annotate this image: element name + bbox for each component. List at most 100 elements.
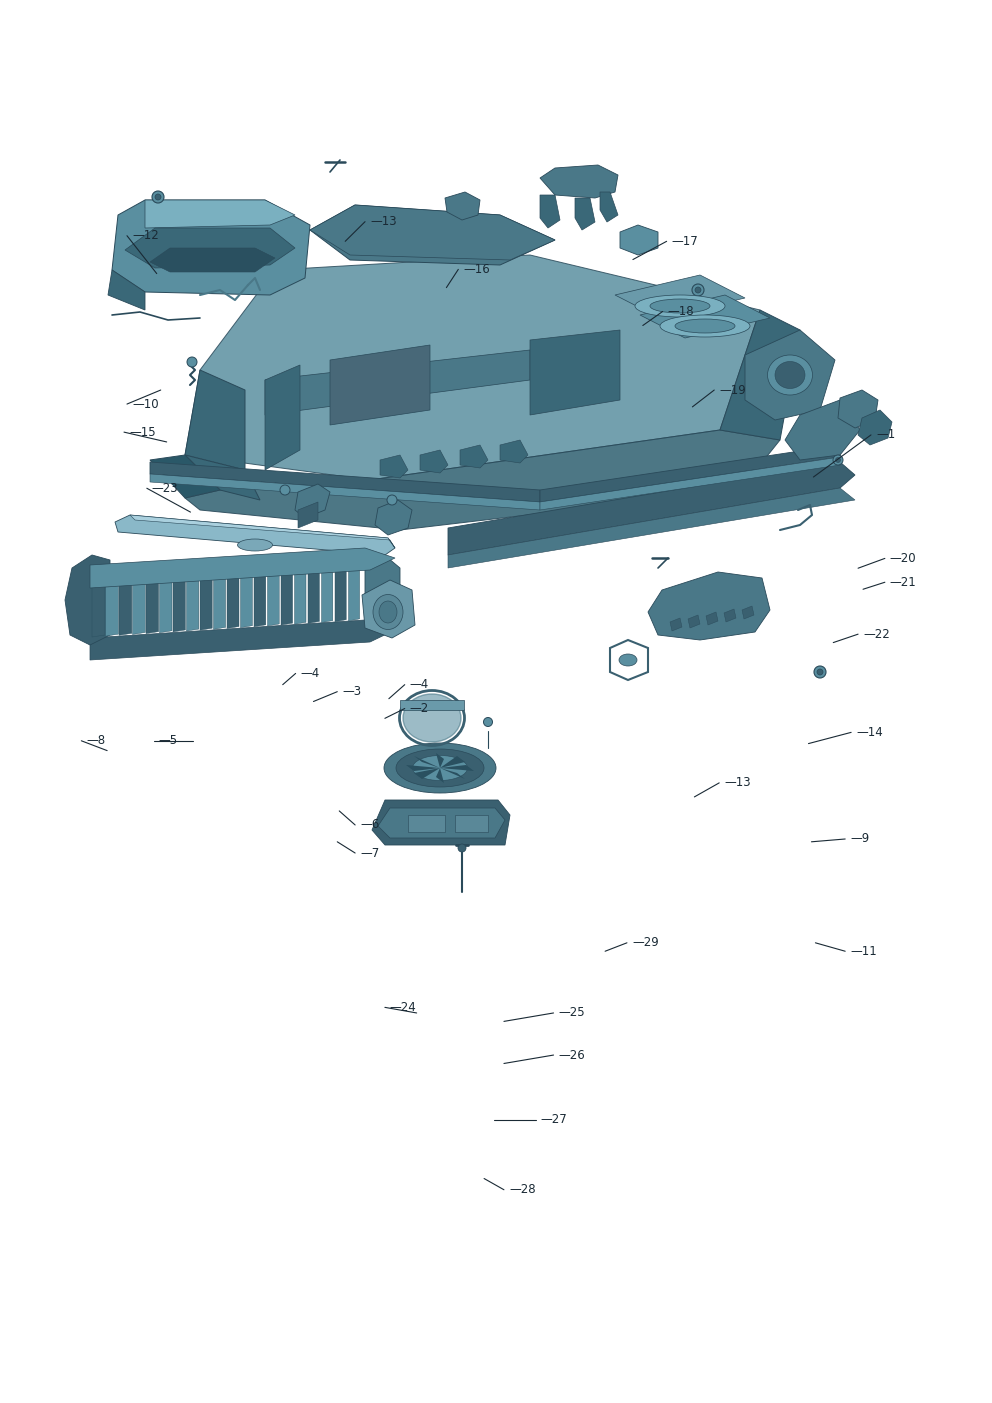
- Polygon shape: [375, 499, 412, 535]
- Ellipse shape: [660, 316, 750, 337]
- Ellipse shape: [373, 595, 403, 630]
- Text: —15: —15: [129, 425, 156, 439]
- Polygon shape: [530, 330, 620, 415]
- Polygon shape: [281, 557, 293, 626]
- Polygon shape: [227, 558, 239, 629]
- Polygon shape: [706, 612, 718, 624]
- Polygon shape: [414, 767, 440, 779]
- Text: —2: —2: [410, 702, 429, 716]
- Polygon shape: [420, 450, 448, 473]
- Polygon shape: [365, 558, 400, 629]
- Polygon shape: [173, 561, 186, 631]
- Polygon shape: [414, 756, 440, 767]
- Ellipse shape: [650, 299, 710, 313]
- Polygon shape: [372, 800, 510, 845]
- Ellipse shape: [675, 318, 735, 333]
- Polygon shape: [440, 756, 465, 767]
- Polygon shape: [440, 765, 474, 772]
- Text: —28: —28: [509, 1183, 536, 1197]
- Text: —25: —25: [558, 1006, 585, 1020]
- Text: —21: —21: [890, 575, 917, 589]
- Polygon shape: [150, 455, 220, 498]
- Ellipse shape: [619, 654, 637, 666]
- Polygon shape: [448, 488, 855, 568]
- Ellipse shape: [835, 457, 840, 463]
- Polygon shape: [90, 620, 395, 659]
- Polygon shape: [436, 753, 444, 767]
- Polygon shape: [150, 474, 540, 511]
- Text: —23: —23: [152, 481, 179, 495]
- Polygon shape: [408, 815, 445, 832]
- Polygon shape: [575, 198, 595, 230]
- Ellipse shape: [817, 669, 823, 675]
- Polygon shape: [185, 455, 260, 499]
- Text: —4: —4: [301, 666, 319, 680]
- Polygon shape: [330, 345, 430, 425]
- Text: —13: —13: [724, 776, 751, 790]
- Polygon shape: [362, 579, 415, 638]
- Polygon shape: [455, 815, 488, 832]
- Polygon shape: [500, 441, 528, 463]
- Text: —19: —19: [719, 383, 746, 397]
- Ellipse shape: [187, 356, 197, 368]
- Polygon shape: [133, 563, 145, 634]
- Text: —24: —24: [390, 1000, 417, 1014]
- Text: —4: —4: [410, 678, 429, 692]
- Polygon shape: [858, 410, 892, 445]
- Polygon shape: [540, 195, 560, 229]
- Text: —18: —18: [668, 304, 694, 318]
- Ellipse shape: [635, 295, 725, 317]
- Polygon shape: [130, 515, 395, 549]
- Polygon shape: [146, 563, 159, 634]
- Polygon shape: [440, 767, 465, 779]
- Polygon shape: [310, 205, 555, 260]
- Polygon shape: [378, 808, 505, 838]
- Polygon shape: [620, 224, 658, 255]
- Polygon shape: [348, 554, 360, 622]
- Ellipse shape: [768, 355, 812, 396]
- Polygon shape: [742, 606, 754, 619]
- Ellipse shape: [280, 485, 290, 495]
- Polygon shape: [200, 560, 212, 630]
- Polygon shape: [436, 767, 444, 783]
- Polygon shape: [185, 255, 760, 480]
- Polygon shape: [724, 609, 736, 622]
- Text: —10: —10: [132, 397, 159, 411]
- Polygon shape: [380, 455, 408, 478]
- Ellipse shape: [775, 362, 805, 389]
- Polygon shape: [254, 558, 266, 627]
- Text: —13: —13: [370, 215, 397, 229]
- Text: —5: —5: [159, 734, 178, 748]
- Text: —29: —29: [632, 936, 659, 950]
- Ellipse shape: [237, 539, 273, 551]
- Text: —22: —22: [863, 627, 890, 641]
- Text: —16: —16: [463, 262, 490, 276]
- Ellipse shape: [814, 666, 826, 678]
- Polygon shape: [115, 515, 395, 556]
- Ellipse shape: [379, 600, 397, 623]
- Polygon shape: [445, 192, 480, 220]
- Polygon shape: [400, 700, 464, 710]
- Text: —8: —8: [86, 734, 105, 748]
- Polygon shape: [785, 400, 860, 460]
- Text: —9: —9: [850, 832, 869, 846]
- Text: —14: —14: [856, 725, 883, 739]
- Polygon shape: [108, 269, 145, 310]
- Text: —12: —12: [132, 229, 159, 243]
- Polygon shape: [308, 556, 319, 623]
- Polygon shape: [119, 564, 132, 636]
- Polygon shape: [150, 248, 275, 272]
- Polygon shape: [125, 229, 295, 268]
- Polygon shape: [321, 554, 332, 623]
- Polygon shape: [265, 365, 300, 470]
- Polygon shape: [745, 330, 835, 419]
- Text: —1: —1: [876, 428, 895, 442]
- Text: —27: —27: [541, 1113, 567, 1127]
- Ellipse shape: [403, 694, 461, 742]
- Ellipse shape: [458, 845, 466, 852]
- Text: —26: —26: [558, 1048, 585, 1062]
- Polygon shape: [105, 564, 118, 636]
- Text: —17: —17: [672, 234, 698, 248]
- Ellipse shape: [483, 717, 492, 727]
- Polygon shape: [335, 554, 346, 622]
